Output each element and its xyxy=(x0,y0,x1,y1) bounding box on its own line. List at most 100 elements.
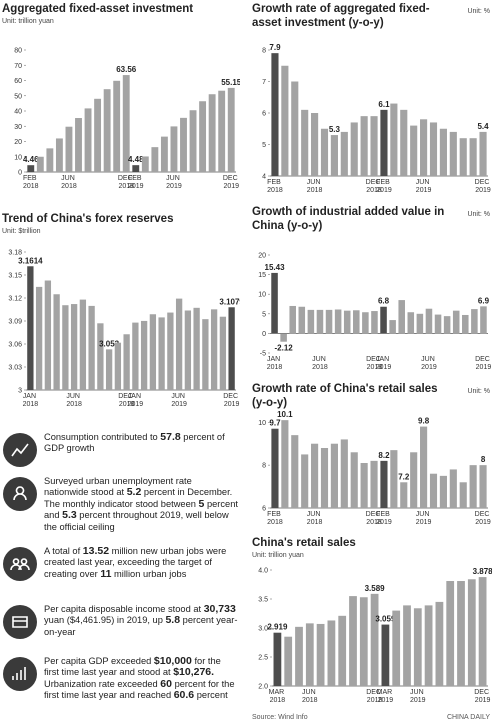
icon-glyph xyxy=(12,667,26,680)
value-label: 6.1 xyxy=(378,100,390,109)
bar xyxy=(435,601,444,686)
x-tick-label: JUN 2018 xyxy=(61,175,77,190)
bar xyxy=(291,435,299,508)
bar xyxy=(170,126,178,172)
bar xyxy=(46,148,54,172)
x-tick-label: JUN 2019 xyxy=(410,689,426,704)
y-tick-label: 0 xyxy=(18,170,22,177)
x-tick-label: JUN 2019 xyxy=(166,175,182,190)
stat-phrase: percent of GDP growth xyxy=(44,432,225,454)
bar xyxy=(420,119,428,176)
value-label: 10.1 xyxy=(277,410,293,419)
bar xyxy=(175,298,183,390)
y-tick-label: 4.0 xyxy=(258,568,268,575)
bar xyxy=(305,623,314,686)
bar xyxy=(55,138,63,172)
stat-phrase: percent throughout 2019, well below the … xyxy=(44,510,229,532)
bar xyxy=(301,109,309,176)
y-tick-label: 80 xyxy=(14,48,22,55)
stat-number: 30,733 xyxy=(203,603,236,615)
bar xyxy=(469,138,477,176)
bar xyxy=(413,608,422,686)
bar xyxy=(35,286,43,390)
bar xyxy=(334,309,342,334)
x-tick-label: DEC 2018 xyxy=(118,175,135,190)
bar xyxy=(407,312,415,334)
bar xyxy=(316,309,324,334)
bar xyxy=(462,314,469,334)
bar xyxy=(132,165,140,172)
stat-phrase: Consumption contributed to xyxy=(44,432,161,442)
stat-text: Per capita disposable income stood at 30… xyxy=(44,603,238,638)
bar xyxy=(218,90,226,172)
stat-phrase: Per capita disposable income stood at xyxy=(44,604,204,614)
value-label: 3.878 xyxy=(473,567,492,576)
chart-header: China's retail sales Unit: trillion yuan xyxy=(252,536,492,560)
y-tick-label: 3.15 xyxy=(8,273,22,280)
bar xyxy=(353,310,360,334)
x-tick-label: DEC 2019 xyxy=(475,179,492,194)
icon-glyph xyxy=(13,486,27,501)
value-label: 3.053 xyxy=(99,339,120,348)
bar xyxy=(343,310,351,334)
stat-phrase: million new urban jobs were created last… xyxy=(44,546,227,579)
bar xyxy=(370,593,379,686)
bar xyxy=(340,439,348,508)
plot: 3 3.03 3.06 3.09 3.12 3.15 3.183.1614 JAN 2018 J… xyxy=(8,250,240,409)
bar xyxy=(97,323,104,390)
bar xyxy=(180,117,187,172)
chart: Growth rate of China's retail sales (y-o… xyxy=(252,382,492,536)
value-label: 4.48 xyxy=(128,155,144,164)
bar xyxy=(371,311,378,334)
value-label: 2.919 xyxy=(267,623,288,632)
icon-glyph xyxy=(11,443,29,457)
bar xyxy=(208,94,216,172)
chart: Aggregated fixed-asset investment Unit: t… xyxy=(2,2,240,192)
chart-header: Growth of industrial added value in Chin… xyxy=(252,205,492,243)
value-label: 5.4 xyxy=(477,122,489,131)
x-tick-label: DEC 2019 xyxy=(475,356,492,371)
bar xyxy=(443,316,451,334)
unit-label: Unit: $trillion xyxy=(2,228,41,235)
stat-phrase: million urban jobs xyxy=(111,568,187,579)
x-tick-label: MAR 2018 xyxy=(269,689,287,704)
chart-title: Aggregated fixed-asset investment xyxy=(2,3,194,15)
x-tick-label: FEB 2019 xyxy=(128,175,144,190)
bar xyxy=(471,309,478,334)
y-tick-label: 60 xyxy=(14,78,22,85)
x-tick-label: JAN 2018 xyxy=(267,356,283,371)
bar xyxy=(320,448,329,508)
bar xyxy=(467,579,476,686)
bar xyxy=(479,465,487,508)
x-tick-label: JUN 2018 xyxy=(312,356,328,371)
bar xyxy=(167,312,174,390)
x-tick-label: MAR 2019 xyxy=(377,689,395,704)
bar xyxy=(381,624,390,686)
chart-header: Trend of China's forex reserves Unit: $tr… xyxy=(2,212,240,238)
icon-circle xyxy=(3,657,37,691)
bar xyxy=(390,450,398,508)
icon-circle xyxy=(3,605,37,639)
bar xyxy=(271,428,279,508)
x-tick-label: FEB 2018 xyxy=(23,175,39,190)
plot: 2.0 2.5 3.0 3.5 4.0 2.919 MAR 2018 JUN 2018 3.58… xyxy=(258,567,492,704)
y-tick-label: 7 xyxy=(262,79,266,86)
bar xyxy=(184,310,192,390)
bar xyxy=(27,266,34,390)
bar xyxy=(478,577,487,686)
value-label: 3.589 xyxy=(365,584,386,593)
stat-number: $10,276. xyxy=(173,666,215,679)
bar xyxy=(160,136,168,172)
stat-phrase: for the first time last year and stood a… xyxy=(44,656,221,678)
bar xyxy=(44,280,52,390)
stat-text: Surveyed urban unemployment rate nationw… xyxy=(44,476,238,533)
value-label: 6.8 xyxy=(378,297,390,306)
stat-item: Per capita GDP exceeded $10,000 for the … xyxy=(2,655,238,702)
x-tick-label: JAN 2018 xyxy=(23,393,39,408)
value-label: 9.7 xyxy=(269,419,281,428)
stat-text: Per capita GDP exceeded $10,000 for the … xyxy=(44,655,238,702)
bar xyxy=(122,75,130,172)
bar xyxy=(338,615,347,686)
plot: 4 5 6 7 8 7.9 FEB 2018 JUN 2018 5.3 DEC 2018 6.1 FE… xyxy=(262,43,492,194)
y-tick-label: 4 xyxy=(262,174,266,181)
